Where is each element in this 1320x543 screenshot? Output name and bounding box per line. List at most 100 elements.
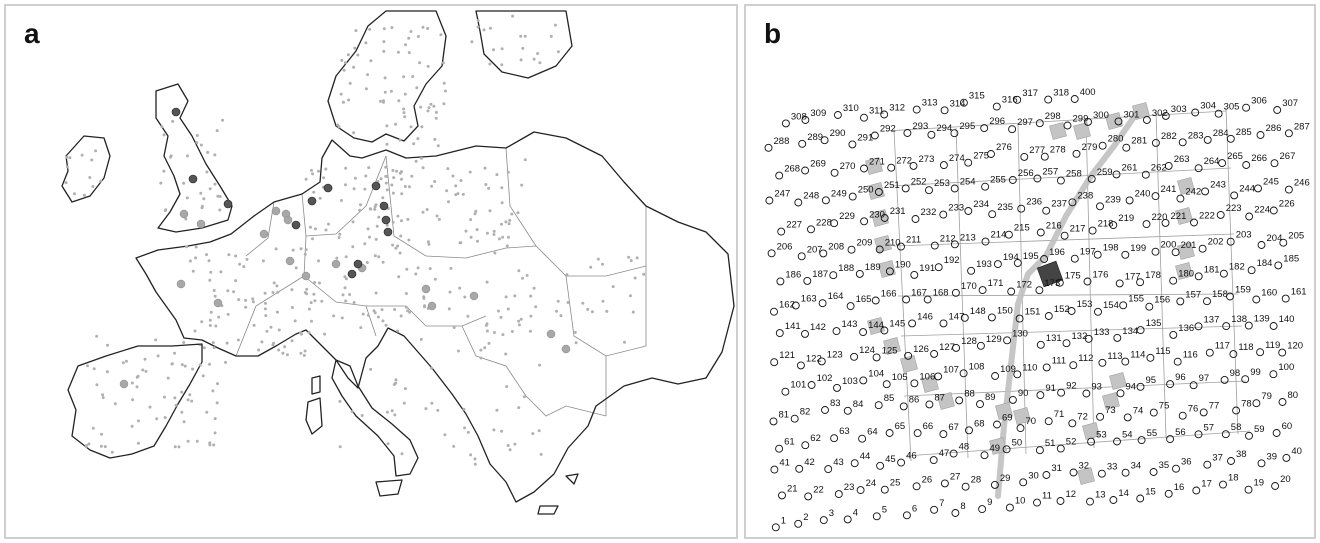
node-circle [1136, 326, 1145, 335]
node-circle [874, 401, 883, 410]
node-label: 160 [1261, 288, 1277, 299]
grid-line [1085, 117, 1095, 449]
node-3: 3 [819, 508, 834, 525]
site-marker [642, 272, 646, 276]
site-marker [372, 309, 376, 313]
site-marker [426, 109, 430, 113]
node-77: 77 [1199, 400, 1219, 417]
node-circle [897, 242, 905, 251]
site-marker [101, 393, 105, 397]
site-marker [261, 259, 265, 263]
medium-site-marker [176, 279, 186, 289]
site-marker [208, 278, 212, 282]
site-marker [419, 105, 423, 109]
node-215: 215 [1004, 223, 1030, 239]
node-label: 290 [830, 128, 846, 139]
node-label: 222 [1199, 211, 1215, 222]
node-label: 286 [1266, 123, 1282, 134]
node-circle [1008, 176, 1017, 184]
node-232: 232 [911, 207, 936, 223]
medium-site-marker [427, 301, 437, 311]
node-label: 84 [853, 399, 864, 410]
site-marker [484, 183, 488, 186]
node-98: 98 [1220, 368, 1240, 384]
node-105: 105 [882, 372, 908, 389]
node-270: 270 [830, 161, 855, 177]
site-marker [426, 240, 430, 244]
site-marker [402, 75, 406, 79]
site-marker [275, 310, 279, 314]
node-circle [801, 166, 810, 175]
node-circle [1084, 334, 1093, 343]
site-marker [446, 167, 450, 171]
site-marker [209, 270, 213, 274]
site-marker [182, 181, 186, 185]
node-312: 312 [880, 103, 905, 119]
node-circle [1068, 419, 1077, 428]
site-marker [390, 409, 394, 413]
node-circle [1142, 116, 1151, 124]
node-circle [903, 129, 912, 137]
medium-site-marker [259, 229, 269, 239]
node-circle [765, 196, 774, 205]
node-circle [978, 286, 987, 295]
site-marker [363, 187, 367, 191]
node-label: 148 [970, 306, 986, 317]
node-label: 24 [866, 478, 877, 489]
site-marker [68, 156, 72, 160]
node-84: 84 [843, 399, 864, 415]
node-circle [1190, 218, 1198, 227]
node-circle [803, 276, 812, 285]
node-label: 86 [909, 394, 920, 405]
node-circle [988, 210, 997, 219]
site-marker [391, 243, 395, 247]
node-circle [987, 150, 995, 158]
node-circle [1278, 348, 1287, 357]
node-circle [830, 168, 839, 177]
node-circle [1035, 446, 1044, 455]
node-circle [899, 402, 908, 411]
node-label: 181 [1204, 264, 1220, 275]
site-marker [487, 186, 491, 190]
node-label: 263 [1174, 154, 1190, 165]
node-label: 196 [1049, 247, 1065, 258]
site-marker [537, 429, 541, 433]
node-label: 15 [1145, 487, 1156, 498]
node-label: 317 [1022, 88, 1038, 99]
site-marker [461, 192, 465, 196]
node-label: 48 [959, 442, 970, 453]
node-label: 138 [1231, 314, 1247, 325]
site-marker [504, 295, 508, 299]
site-marker [106, 343, 109, 347]
site-marker [95, 334, 99, 338]
site-marker [318, 281, 321, 285]
site-marker [212, 346, 216, 350]
node-157: 157 [1176, 289, 1201, 306]
node-label: 164 [828, 291, 844, 302]
node-circle [951, 288, 960, 297]
site-marker [356, 53, 360, 57]
node-79: 79 [1252, 391, 1272, 408]
node-circle [807, 225, 815, 234]
node-39: 39 [1257, 451, 1277, 468]
site-marker [531, 432, 535, 436]
site-marker [629, 259, 633, 263]
node-label: 265 [1227, 151, 1243, 162]
node-218: 218 [1088, 219, 1113, 235]
node-label: 165 [856, 294, 872, 305]
node-label: 208 [828, 241, 844, 252]
node-52: 52 [1056, 437, 1076, 453]
site-marker [586, 307, 590, 311]
node-label: 132 [1072, 331, 1088, 342]
node-161: 161 [1281, 287, 1307, 303]
node-87: 87 [925, 392, 945, 409]
site-marker [186, 398, 190, 402]
node-97: 97 [1189, 373, 1209, 390]
node-circle [880, 214, 889, 222]
site-marker [299, 331, 303, 335]
node-circle [1171, 248, 1180, 257]
node-label: 162 [779, 300, 795, 311]
site-marker [403, 387, 407, 391]
node-circle [902, 511, 911, 520]
site-marker [303, 349, 307, 353]
